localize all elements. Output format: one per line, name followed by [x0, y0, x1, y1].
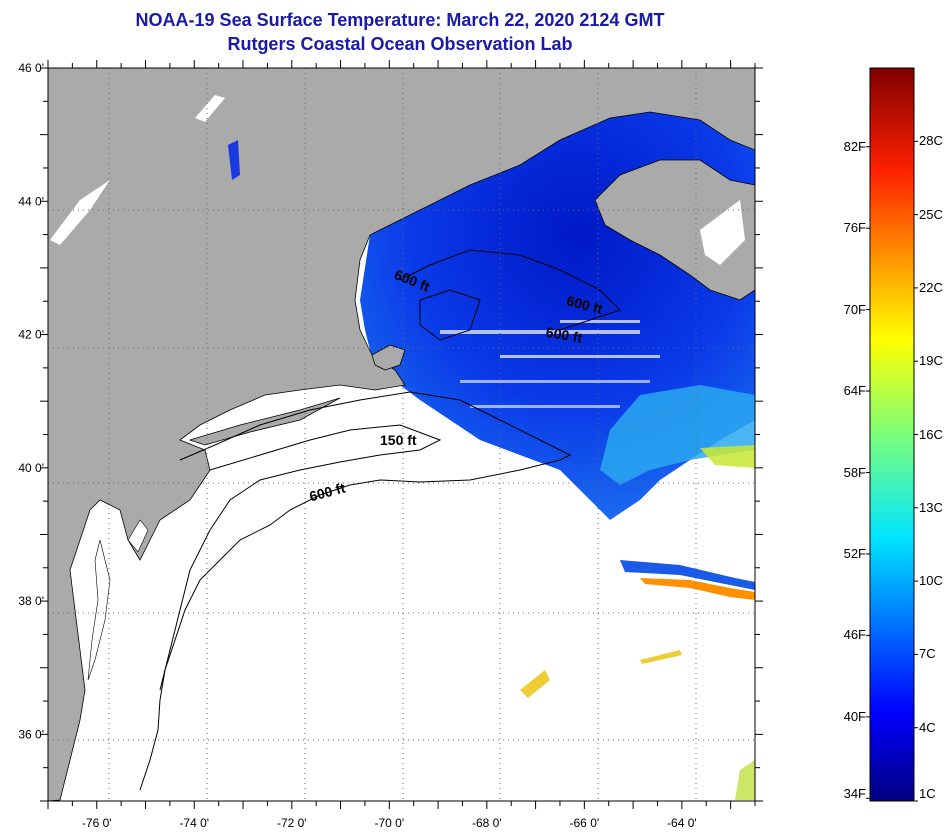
colorbar-f-label: 76F [843, 220, 866, 236]
inland-lake-2 [50, 180, 110, 245]
colorbar-f-label: 82F [843, 138, 866, 154]
lat-label: 42 0' [18, 328, 44, 342]
gulf-stream-streak [640, 578, 755, 600]
map-gridlines [48, 68, 755, 801]
colorbar-c-label: 13C [919, 499, 943, 515]
gulf-stream-edge [620, 560, 755, 590]
colorbar-c-label: 16C [919, 426, 943, 442]
cloud-speckle [440, 320, 660, 408]
lat-label: 44 0' [18, 194, 44, 208]
colorbar-c-label: 28C [919, 133, 943, 149]
colorbar-f-label: 58F [843, 464, 866, 480]
lat-label: 40 0' [18, 461, 44, 475]
colorbar-f-label: 52F [843, 545, 866, 561]
colorbar-f-label: 70F [843, 301, 866, 317]
warm-speckle-2 [640, 650, 682, 664]
axis-ticks [40, 60, 763, 809]
lat-label: 36 0' [18, 727, 44, 741]
lat-label: 38 0' [18, 594, 44, 608]
colorbar-c-label: 4C [919, 719, 936, 735]
contour-label-georges: 600 ft [545, 324, 584, 346]
lon-label: -70 0' [374, 816, 404, 830]
colorbar-c-label: 10C [919, 573, 943, 589]
lon-label: -68 0' [472, 816, 502, 830]
warm-speckle-3 [735, 760, 755, 800]
colorbar-c-label: 22C [919, 279, 943, 295]
warm-speckle-1 [520, 670, 550, 698]
colorbar-f-label: 34F [843, 786, 866, 801]
colorbar-f-label: 46F [843, 627, 866, 643]
inland-lake-3 [228, 140, 240, 180]
map-subtitle: Rutgers Coastal Ocean Observation Lab [227, 34, 573, 54]
colorbar [869, 67, 915, 802]
lon-label: -72 0' [277, 816, 307, 830]
colorbar-ticks [866, 140, 918, 802]
lon-label: -64 0' [667, 816, 697, 830]
longitude-labels: -76 0' -74 0' -72 0' -70 0' -68 0' -66 0' -64 … [82, 816, 697, 830]
land-nova-scotia [594, 159, 755, 301]
lat-label: 46 0' [18, 61, 44, 75]
colorbar-f-label: 64F [843, 383, 866, 399]
inland-lake-1 [195, 95, 225, 122]
chesapeake-bay [87, 539, 111, 681]
land-us [48, 68, 755, 801]
shelf-water-region [600, 385, 755, 485]
land-long-island [188, 397, 341, 446]
map-title: NOAA-19 Sea Surface Temperature: March 2… [135, 10, 665, 30]
colorbar-c-label: 1C [919, 786, 936, 801]
inland-lake-4 [700, 200, 745, 265]
colorbar-c-label: 25C [919, 206, 943, 222]
latitude-labels: 46 0' 44 0' 42 0' 40 0' 38 0' 36 0' [18, 61, 44, 741]
bathymetry-contours [139, 249, 621, 791]
warm-water-band [700, 445, 755, 468]
contour-label-150ft: 150 ft [380, 432, 417, 448]
lon-label: -76 0' [82, 816, 112, 830]
lon-label: -74 0' [179, 816, 209, 830]
colorbar-c-label: 7C [919, 646, 936, 662]
colorbar-c-label: 19C [919, 353, 943, 369]
colorbar-f-label: 40F [843, 708, 866, 724]
lon-label: -66 0' [570, 816, 600, 830]
land-cape-cod [371, 344, 406, 371]
delaware-bay [127, 519, 149, 553]
